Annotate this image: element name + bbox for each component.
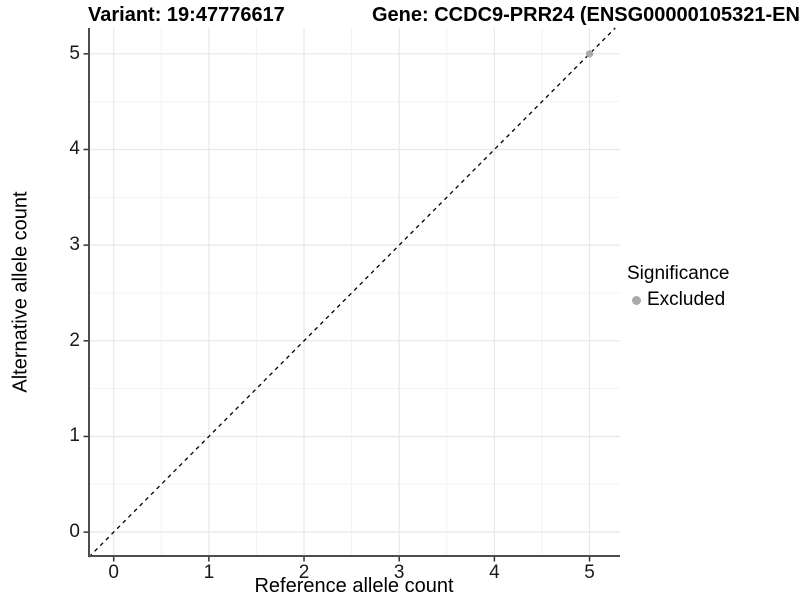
legend-item-label: Excluded — [647, 289, 726, 310]
data-point-excluded — [585, 50, 594, 58]
y-tick-label: 2 — [69, 329, 80, 351]
y-tick-label: 3 — [69, 234, 80, 256]
x-tick-label: 4 — [489, 562, 500, 583]
legend-title: Significance — [627, 263, 730, 284]
plot-panel — [83, 27, 620, 562]
x-tick-label: 2 — [298, 562, 310, 583]
y-tick-label: 4 — [69, 138, 80, 160]
excluded-point-icon — [631, 295, 641, 305]
plot-title-gene: Gene: CCDC9-PRR24 (ENSG00000105321-EN — [372, 4, 800, 26]
x-tick-label: 1 — [203, 562, 215, 583]
y-tick-label: 5 — [69, 42, 80, 64]
x-tick-label: 0 — [108, 562, 119, 583]
plot-title-variant: Variant: 19:47776617 — [88, 4, 285, 26]
legend-item-excluded: Excluded — [627, 289, 729, 311]
x-axis-title: Reference allele count — [254, 575, 454, 597]
legend-key — [627, 291, 645, 309]
x-tick-label: 5 — [584, 562, 595, 583]
y-axis-title: Alternative allele count — [9, 191, 32, 393]
legend: Significance Excluded — [627, 263, 729, 311]
x-tick-label: 3 — [393, 562, 405, 583]
y-tick-label: 0 — [69, 521, 80, 543]
y-tick-label: 1 — [69, 425, 80, 447]
plot-canvas — [83, 27, 620, 562]
